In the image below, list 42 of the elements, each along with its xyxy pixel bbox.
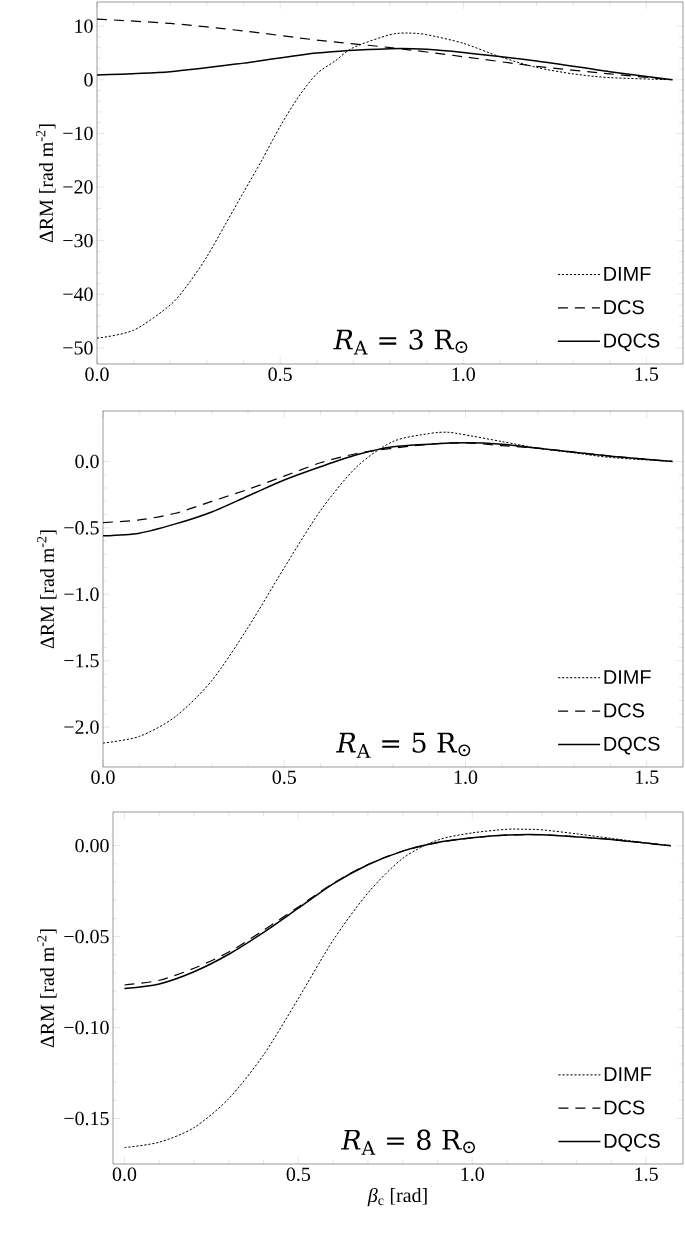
y-tick-label: −10 bbox=[63, 126, 93, 141]
legend-label: DIMF bbox=[604, 266, 651, 281]
x-tick-label: 1.0 bbox=[461, 1167, 484, 1182]
y-tick-label: −0.15 bbox=[64, 1111, 109, 1126]
legend-label: DCS bbox=[604, 703, 644, 718]
annotation: R$_{A}$ = 3 R$_{⊙}$ bbox=[333, 329, 468, 355]
x-tick-label: 1.0 bbox=[454, 770, 478, 785]
y-tick-label: 0.00 bbox=[75, 838, 109, 853]
x-axis-title: β$_{c}$ [rad] bbox=[367, 1187, 427, 1207]
y-tick-label: 0.0 bbox=[75, 454, 99, 469]
y-tick-label: −30 bbox=[63, 233, 93, 248]
x-tick-label: 1.5 bbox=[635, 367, 659, 381]
y-tick-label: −50 bbox=[63, 341, 93, 355]
y-tick-label: −20 bbox=[63, 180, 93, 194]
legend-label: DQCS bbox=[604, 1133, 660, 1152]
legend-label: DQCS bbox=[604, 333, 660, 352]
y-axis-title: ΔRM [rad m$^{-2}$] bbox=[37, 530, 57, 649]
y-tick-label: −40 bbox=[63, 287, 93, 301]
y-tick-label: −0.05 bbox=[64, 929, 109, 944]
y-tick-label: 0 bbox=[84, 73, 93, 87]
y-tick-label: 10 bbox=[75, 19, 93, 33]
legend-label: DCS bbox=[604, 300, 644, 315]
legend-label: DQCS bbox=[604, 736, 660, 755]
y-tick-label: −2.0 bbox=[64, 720, 99, 734]
x-tick-label: 1.5 bbox=[636, 770, 659, 784]
x-tick-label: 0.5 bbox=[268, 367, 292, 382]
annotation: R$_{A}$ = 5 R$_{⊙}$ bbox=[336, 732, 471, 758]
annotation: R$_{A}$ = 8 R$_{⊙}$ bbox=[340, 1129, 476, 1155]
y-axis-title: ΔRM [rad m$^{-2}$] bbox=[37, 929, 57, 1048]
y-tick-label: −0.10 bbox=[64, 1020, 109, 1035]
y-tick-label: −1.5 bbox=[64, 654, 99, 668]
x-tick-label: 0.5 bbox=[286, 1167, 311, 1182]
x-tick-label: 0.0 bbox=[112, 1167, 137, 1182]
legend-label: DCS bbox=[604, 1100, 645, 1115]
y-tick-label: −0.5 bbox=[64, 521, 99, 535]
x-tick-label: 0.5 bbox=[272, 770, 296, 785]
legend-label: DIMF bbox=[604, 1067, 652, 1081]
legend-label: DIMF bbox=[604, 670, 651, 684]
x-tick-label: 1.5 bbox=[635, 1167, 658, 1181]
y-tick-label: −1.0 bbox=[64, 587, 99, 602]
x-tick-label: 1.0 bbox=[452, 367, 475, 382]
y-axis-title: ΔRM [rad m$^{-2}$] bbox=[36, 124, 56, 243]
